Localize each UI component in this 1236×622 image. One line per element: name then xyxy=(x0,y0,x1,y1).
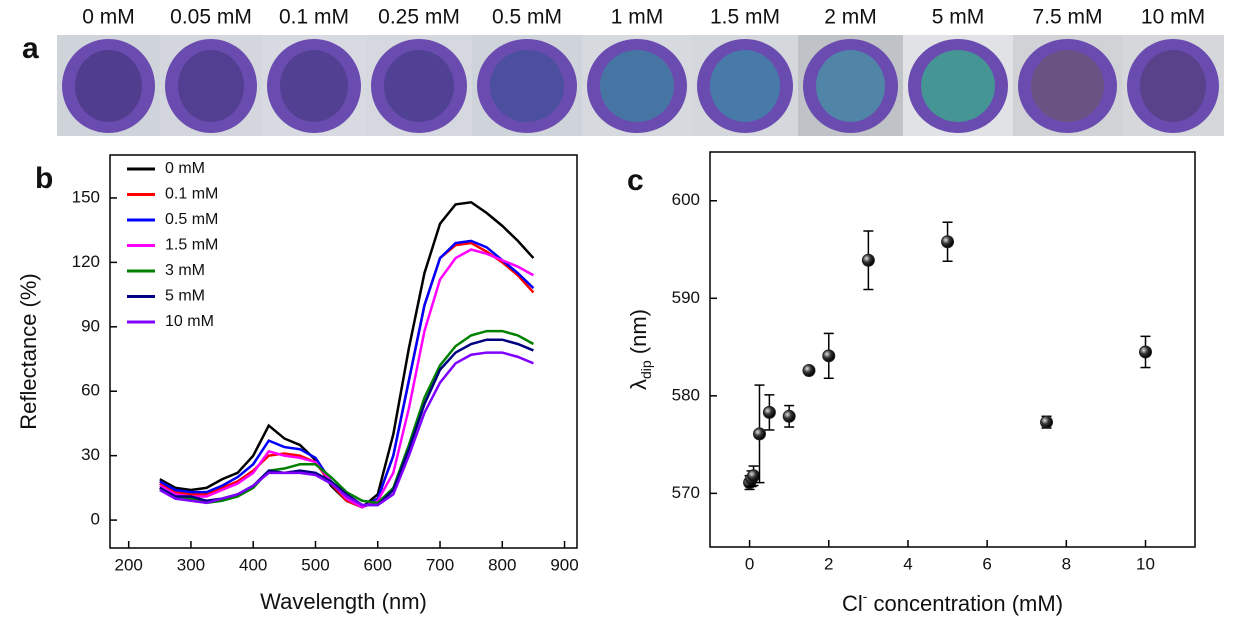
photo-disk-center xyxy=(1140,50,1206,122)
x-tick-label: 2 xyxy=(824,554,833,573)
x-tick-label: 6 xyxy=(982,554,991,573)
photo-disk-center xyxy=(384,50,454,122)
data-point xyxy=(752,427,766,441)
panel-label: a xyxy=(22,32,39,65)
y-axis-label-part: (nm) xyxy=(626,309,651,360)
photo-label: 7.5 mM xyxy=(1032,6,1102,29)
photo-label: 0.25 mM xyxy=(378,6,460,29)
legend-label: 10 mM xyxy=(165,313,214,330)
photo-disk-center xyxy=(816,50,885,122)
y-axis-label-part: λ xyxy=(626,379,651,390)
y-axis-label: Reflectance (%) xyxy=(16,273,41,430)
photo-disk-center xyxy=(1031,50,1104,122)
photo-disk-center xyxy=(921,50,995,122)
y-tick-label: 120 xyxy=(72,252,100,271)
data-point xyxy=(1139,345,1153,359)
y-axis-label: λdip (nm) xyxy=(626,309,654,390)
x-tick-label: 200 xyxy=(114,555,142,574)
x-axis-label-part: - xyxy=(863,588,868,604)
x-tick-label: 600 xyxy=(364,555,392,574)
legend-label: 3 mM xyxy=(165,262,205,279)
y-tick-label: 570 xyxy=(672,483,700,502)
y-tick-label: 30 xyxy=(81,445,100,464)
x-tick-label: 500 xyxy=(301,555,329,574)
photo-label: 10 mM xyxy=(1141,6,1205,29)
photo-disk-center xyxy=(178,50,244,122)
x-tick-label: 300 xyxy=(177,555,205,574)
y-tick-label: 60 xyxy=(81,381,100,400)
photo-label: 2 mM xyxy=(824,6,877,29)
x-tick-label: 400 xyxy=(239,555,267,574)
photo-disk-center xyxy=(280,50,348,122)
data-point xyxy=(822,349,836,363)
y-tick-label: 150 xyxy=(72,187,100,206)
photo-disk-center xyxy=(600,50,674,122)
photo-disk-center xyxy=(710,50,780,122)
panel-label: c xyxy=(627,164,644,197)
x-axis-label-part: Cl xyxy=(842,591,863,616)
x-tick-label: 900 xyxy=(550,555,578,574)
x-tick-label: 0 xyxy=(745,554,754,573)
photo-disk-center xyxy=(490,50,564,122)
legend-label: 0.5 mM xyxy=(165,211,218,228)
legend-label: 0.1 mM xyxy=(165,186,218,203)
data-point xyxy=(762,405,776,419)
x-tick-label: 8 xyxy=(1062,554,1071,573)
data-point xyxy=(802,363,816,377)
panel-label: b xyxy=(35,162,53,195)
photo-label: 1 mM xyxy=(611,6,664,29)
y-tick-label: 0 xyxy=(91,510,100,529)
x-tick-label: 700 xyxy=(426,555,454,574)
y-tick-label: 580 xyxy=(672,385,700,404)
plot-frame xyxy=(109,154,578,549)
photo-label: 0.5 mM xyxy=(492,6,562,29)
y-tick-label: 590 xyxy=(672,288,700,307)
photo-label: 0.05 mM xyxy=(170,6,252,29)
y-tick-label: 600 xyxy=(672,190,700,209)
line-series xyxy=(159,239,535,509)
x-axis-label: Wavelength (nm) xyxy=(260,589,427,614)
photo-label: 5 mM xyxy=(932,6,985,29)
photo-label: 0 mM xyxy=(82,6,135,29)
line-series xyxy=(159,338,534,507)
data-point xyxy=(941,235,955,249)
x-tick-label: 800 xyxy=(488,555,516,574)
line-series xyxy=(159,351,534,507)
legend-label: 0 mM xyxy=(165,160,205,177)
photo-label: 0.1 mM xyxy=(279,6,349,29)
x-tick-label: 10 xyxy=(1136,554,1155,573)
x-axis-label: Cl- concentration (mM) xyxy=(842,588,1063,616)
data-point xyxy=(1040,415,1054,429)
data-point xyxy=(861,253,875,267)
y-tick-label: 90 xyxy=(81,316,100,335)
photo-label: 1.5 mM xyxy=(710,6,780,29)
data-point xyxy=(782,409,796,423)
x-tick-label: 4 xyxy=(903,554,912,573)
line-series xyxy=(159,248,535,509)
line-series xyxy=(159,241,535,509)
legend-label: 1.5 mM xyxy=(165,237,218,254)
x-axis-label-part: concentration (mM) xyxy=(867,591,1063,616)
plot-frame xyxy=(709,151,1196,548)
line-series xyxy=(159,329,535,505)
y-axis-label-part: dip xyxy=(638,360,654,379)
legend-label: 5 mM xyxy=(165,288,205,305)
data-point xyxy=(747,469,761,483)
photo-disk-center xyxy=(75,50,142,122)
